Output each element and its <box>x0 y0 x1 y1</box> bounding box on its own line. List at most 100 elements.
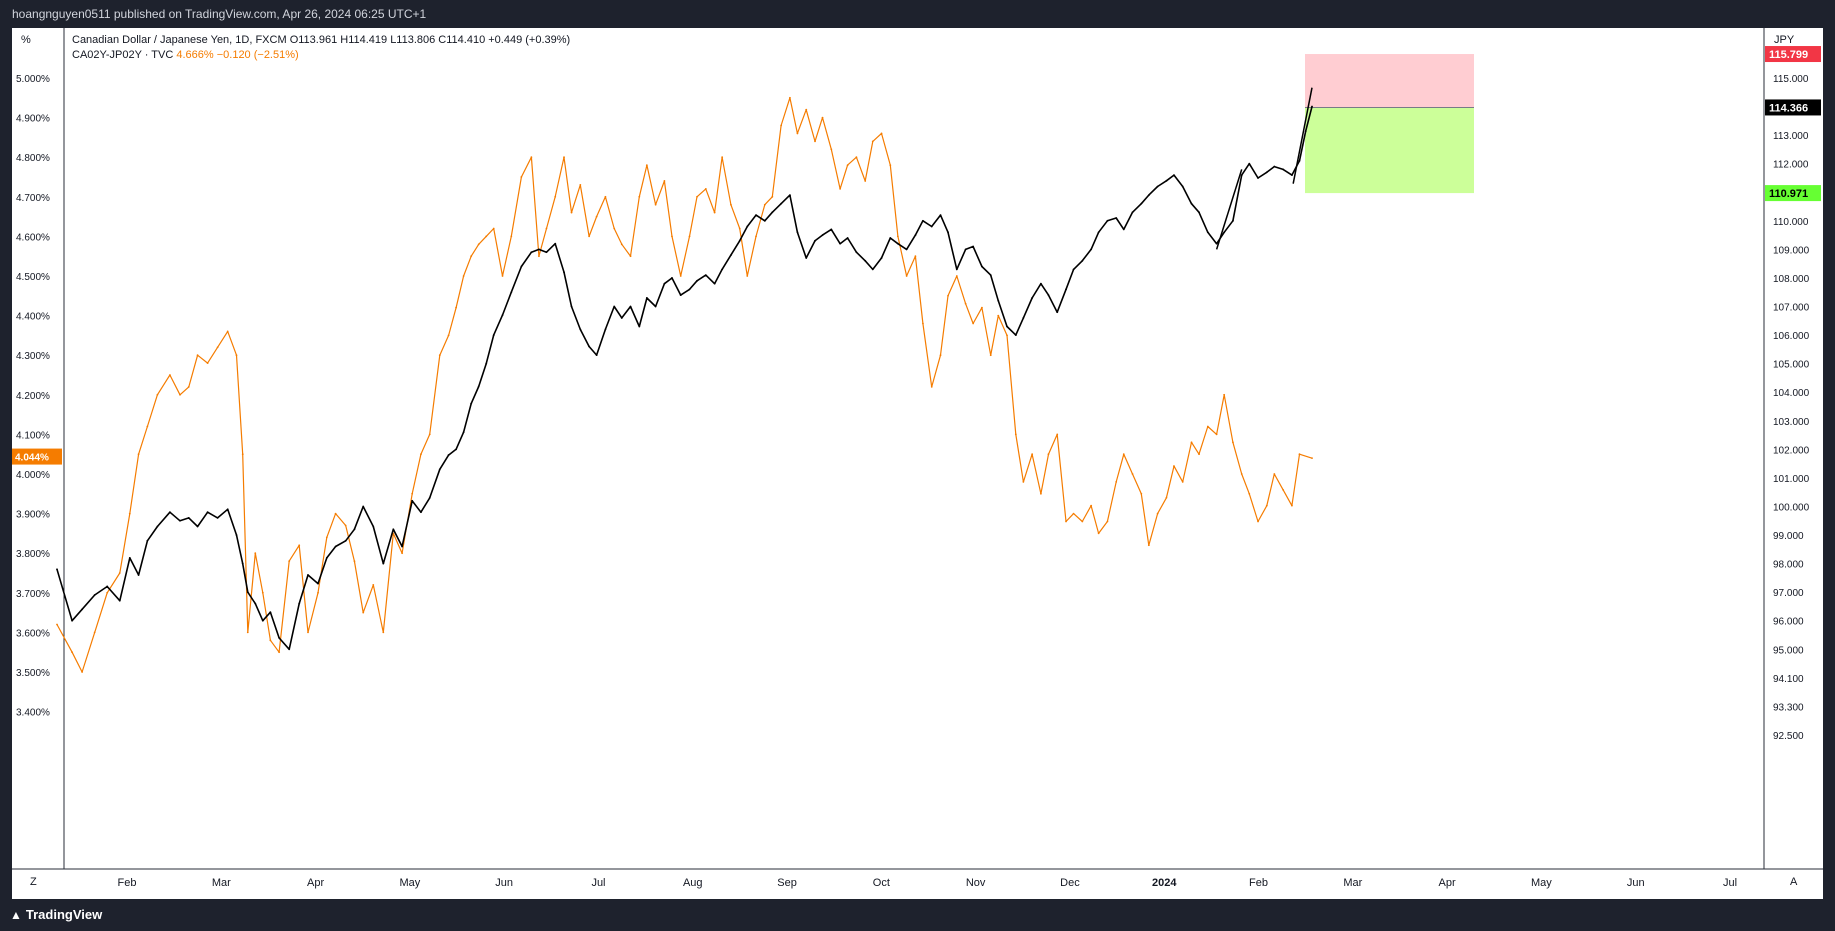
data-point <box>964 302 967 305</box>
data-point <box>382 562 385 565</box>
right-tick-label: 115.000 <box>1773 74 1809 85</box>
zoom-toggle[interactable]: Z <box>30 876 37 888</box>
left-tick-label: 4.900% <box>16 114 50 125</box>
data-point <box>1115 217 1118 219</box>
target-badge-bg <box>1765 185 1821 202</box>
data-point <box>56 568 58 571</box>
data-point <box>1206 425 1209 428</box>
data-point <box>1140 202 1143 205</box>
data-point <box>671 277 673 279</box>
data-point <box>746 275 749 277</box>
data-point <box>254 552 257 555</box>
data-point <box>278 651 281 654</box>
left-tick-label: 3.500% <box>16 668 50 679</box>
chart-svg[interactable]: 5.000% 4.900% 4.800% 4.700% 4.600% 4.500% 4.40… <box>12 28 1823 899</box>
data-point <box>654 305 657 308</box>
data-point <box>688 288 691 291</box>
data-point <box>570 305 573 308</box>
data-point <box>839 187 842 190</box>
data-point <box>216 517 219 519</box>
data-point <box>663 180 666 182</box>
data-point <box>1298 159 1301 162</box>
data-point <box>288 560 291 563</box>
data-point <box>298 544 301 547</box>
data-point <box>477 243 480 246</box>
data-point <box>821 116 824 119</box>
data-point <box>545 251 548 254</box>
chart-panel[interactable]: 5.000% 4.900% 4.800% 4.700% 4.600% 4.500% 4.40… <box>12 28 1823 899</box>
data-point <box>947 231 949 234</box>
time-axis-ticks: Feb Mar Apr May Jun Jul Aug Sep Oct Nov Dec 2024 Feb… <box>118 877 1738 889</box>
data-point <box>939 354 942 357</box>
right-tick-label: 100.000 <box>1773 502 1810 513</box>
data-point <box>738 227 741 230</box>
data-point <box>128 556 131 559</box>
data-point <box>196 525 199 528</box>
data-point <box>1206 231 1209 234</box>
data-point <box>246 631 249 634</box>
data-point <box>1147 194 1150 197</box>
data-point <box>317 591 319 594</box>
main-legend[interactable]: Canadian Dollar / Japanese Yen, 1D, FXCM… <box>72 34 570 46</box>
data-point <box>1311 105 1313 108</box>
data-point <box>688 235 691 238</box>
left-tick-label: 4.400% <box>16 312 50 323</box>
data-point <box>830 228 833 231</box>
right-tick-label: 108.000 <box>1773 274 1810 285</box>
auto-scale-toggle[interactable]: A <box>1790 876 1798 888</box>
data-point <box>411 492 414 495</box>
data-point <box>1215 433 1218 436</box>
data-point <box>538 248 540 251</box>
time-tick-label: Sep <box>777 877 797 889</box>
data-point <box>1056 311 1059 314</box>
data-point <box>1106 219 1109 222</box>
data-point <box>146 539 149 542</box>
data-point <box>696 195 698 198</box>
data-point <box>1223 231 1226 234</box>
data-point <box>1265 171 1268 174</box>
tradingview-brand[interactable]: ▲ TradingView <box>10 899 102 931</box>
spread-legend[interactable]: CA02Y-JP02Y · TVC 4.666% −0.120 (−2.51%) <box>72 49 299 61</box>
publisher-bar: hoangnguyen0511 published on TradingView… <box>0 0 1835 28</box>
data-point <box>1090 248 1093 251</box>
data-point <box>1240 174 1243 177</box>
data-point <box>746 225 749 228</box>
data-point <box>830 148 833 151</box>
data-point <box>93 631 96 634</box>
left-tick-label: 4.700% <box>16 193 50 204</box>
data-point <box>520 176 523 178</box>
data-point <box>1248 162 1251 165</box>
time-tick-label: Dec <box>1060 877 1080 889</box>
data-point <box>821 234 824 237</box>
time-tick-label: Feb <box>118 877 137 889</box>
data-point <box>288 648 291 651</box>
data-point <box>771 195 774 198</box>
data-point <box>1190 202 1193 205</box>
data-point <box>864 180 867 182</box>
data-point <box>613 227 616 230</box>
main-legend-ohlc: O113.961 H114.419 L113.806 C114.410 +0.4… <box>289 34 571 46</box>
data-point <box>789 96 791 99</box>
data-point <box>763 203 766 206</box>
data-point <box>871 140 874 143</box>
right-tick-label: 98.000 <box>1773 560 1804 571</box>
currency-label: JPY <box>1774 34 1795 46</box>
data-point <box>864 259 867 262</box>
percent-scale-toggle[interactable]: % <box>21 34 31 46</box>
data-point <box>1248 492 1251 495</box>
data-point <box>889 164 892 167</box>
data-point <box>1065 520 1067 523</box>
data-point <box>428 497 431 499</box>
data-point <box>579 328 582 331</box>
data-point <box>1173 465 1175 467</box>
data-point <box>81 608 83 611</box>
time-tick-label: Jun <box>495 877 513 889</box>
right-tick-label: 113.000 <box>1773 131 1809 142</box>
data-point <box>1090 504 1093 507</box>
publisher-line: hoangnguyen0511 published on TradingView… <box>12 7 427 21</box>
data-point <box>261 619 264 622</box>
data-point <box>604 328 607 331</box>
data-point <box>226 508 229 511</box>
data-point <box>730 203 732 206</box>
data-point <box>1156 185 1159 188</box>
